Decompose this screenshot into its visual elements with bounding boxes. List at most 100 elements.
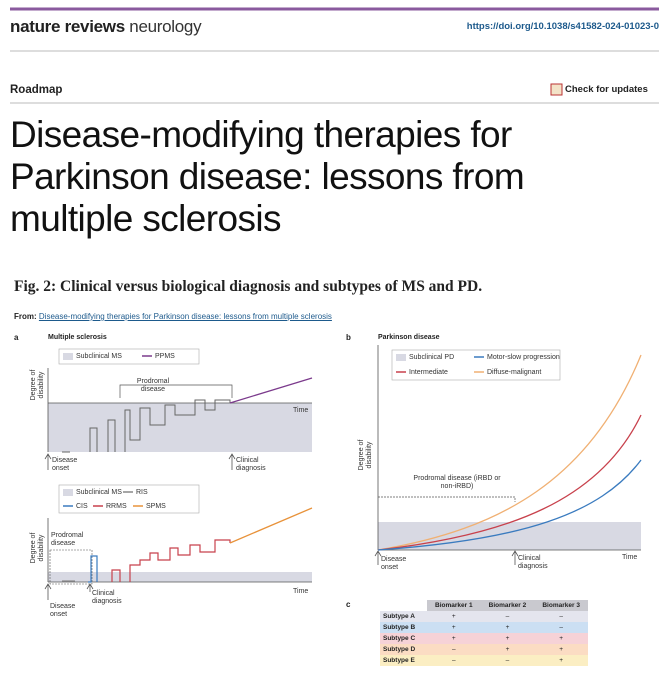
legend-label: RIS — [136, 489, 148, 496]
from-link[interactable]: Disease-modifying therapies for Parkinso… — [38, 312, 332, 321]
figure-title: Fig. 2: Clinical versus biological diagn… — [14, 278, 483, 295]
legend-swatch — [396, 354, 406, 361]
time-label: Time — [293, 588, 309, 595]
row-header: Subtype A — [383, 613, 415, 620]
legend-label: Motor-slow progression — [487, 354, 560, 361]
row-header: Subtype C — [383, 635, 416, 642]
row-header: Subtype D — [383, 646, 416, 653]
motor-slow-curve — [377, 459, 642, 551]
doi[interactable]: https://doi.org/10.1038/s41582-024-01023… — [466, 21, 659, 32]
table-cell: – — [505, 657, 510, 664]
table-cell: + — [559, 657, 564, 664]
time-label: Time — [293, 407, 309, 414]
legend-label: RRMS — [106, 503, 127, 510]
check-updates[interactable]: Check for updates — [565, 84, 648, 95]
legend-label: Subclinical MS — [76, 353, 122, 360]
table-cell: + — [505, 646, 510, 653]
header-row: Biomarker 1 Biomarker 2 Biomarker 3 — [380, 600, 588, 611]
panel-title: Parkinson disease — [378, 334, 440, 341]
table-cell: – — [452, 657, 456, 664]
legend-label: SPMS — [146, 503, 166, 510]
table-cell: + — [451, 613, 456, 620]
table-cell: – — [559, 624, 563, 631]
table-cell: + — [505, 624, 510, 631]
table-cell: + — [451, 624, 456, 631]
update-icon — [550, 83, 563, 96]
onset-label: Disease onset — [381, 556, 407, 571]
table-cell: + — [505, 635, 510, 642]
journal-subject: neurology — [129, 17, 202, 36]
cis-line — [88, 555, 98, 583]
table-cell: + — [451, 635, 456, 642]
arrows — [44, 453, 236, 470]
table-row: Subtype A + – – — [380, 611, 588, 622]
article-title: Disease-modifying therapies for Parkinso… — [10, 114, 525, 239]
panel-label: a — [14, 333, 19, 342]
diagnosis-label: Clinical diagnosis — [518, 555, 548, 570]
table-row: Subtype C + + + — [380, 633, 588, 644]
spms-line — [229, 507, 313, 544]
diagnosis-label: Clinical diagnosis — [236, 457, 266, 472]
relapse-line — [62, 399, 231, 453]
table-cell: + — [559, 635, 564, 642]
corner — [380, 600, 427, 611]
legend-box — [391, 349, 561, 381]
journal-brand: nature reviews — [10, 17, 125, 36]
prodromal-bracket — [119, 384, 233, 398]
prodromal-label: Prodromal disease — [51, 532, 84, 547]
figure-source: From: Disease-modifying therapies for Pa… — [14, 312, 332, 321]
y-axis-label: Degree of disability — [30, 532, 45, 564]
arrows — [374, 550, 519, 565]
intermediate-curve — [377, 414, 642, 551]
table-cell: – — [505, 613, 510, 620]
table-cell: + — [559, 646, 564, 653]
time-label: Time — [622, 554, 638, 561]
subclinical-band — [48, 572, 312, 582]
prodromal-bracket — [378, 496, 516, 502]
column-header: Biomarker 2 — [480, 600, 535, 611]
article-type: Roadmap — [10, 84, 63, 96]
subclinical-band — [378, 522, 641, 550]
table-row: Subtype B + + – — [380, 622, 588, 633]
onset-label: Disease onset — [52, 457, 78, 472]
legend-swatch — [63, 353, 73, 360]
journal-name: nature reviews neurology — [10, 17, 202, 37]
prodromal-label: Prodromal disease — [136, 378, 170, 393]
y-axis-label: Degree of disability — [30, 369, 45, 401]
column-header: Biomarker 3 — [534, 600, 588, 611]
table-row: Subtype E – – + — [380, 655, 588, 666]
panel-label: b — [346, 333, 351, 342]
biomarker-table: Biomarker 1 Biomarker 2 Biomarker 3 Subtype… — [380, 600, 588, 666]
legend-label: Subclinical MS — [76, 489, 122, 496]
ppms-line — [229, 377, 313, 404]
diagnosis-label: Clinical diagnosis — [92, 590, 122, 605]
y-axis-label: Degree of disability — [358, 439, 373, 471]
rrms-line — [111, 539, 231, 582]
legend-label: Subclinical PD — [409, 354, 455, 361]
legend-box — [58, 348, 200, 365]
legend-label: Intermediate — [409, 369, 448, 376]
table-cell: – — [452, 646, 456, 653]
arrows — [44, 583, 94, 600]
panel-label: c — [346, 600, 351, 609]
panel-title: Multiple sclerosis — [48, 334, 107, 341]
table-cell: – — [559, 613, 563, 620]
legend-box — [58, 484, 200, 514]
subclinical-band — [48, 403, 312, 452]
legend-label: Diffuse-malignant — [487, 369, 542, 376]
diffuse-malignant-curve — [377, 354, 642, 551]
prodromal-label: Prodromal disease (iRBD or non-iRBD) — [413, 475, 501, 490]
column-header: Biomarker 1 — [426, 600, 481, 611]
from-label: From: — [14, 312, 37, 321]
legend-swatch — [63, 489, 73, 496]
legend-label: PPMS — [155, 353, 175, 360]
row-header: Subtype E — [383, 657, 415, 664]
legend-label: CIS — [76, 503, 88, 510]
prodromal-box — [49, 549, 93, 585]
onset-label: Disease onset — [50, 603, 76, 618]
row-header: Subtype B — [383, 624, 416, 631]
table-row: Subtype D – + + — [380, 644, 588, 655]
